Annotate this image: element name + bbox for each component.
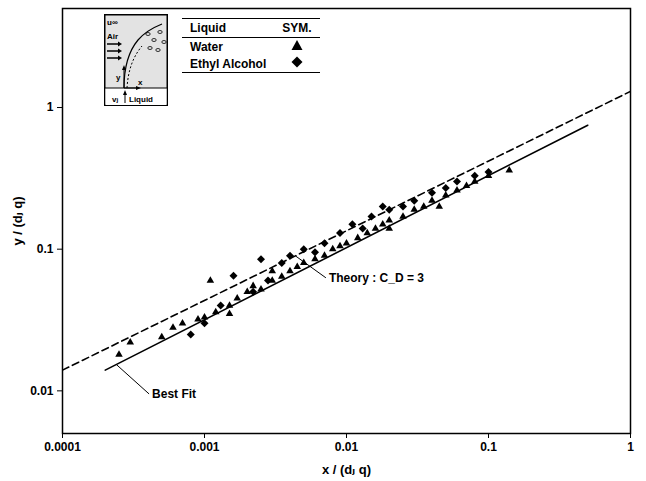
svg-text:Theory : C_D = 3: Theory : C_D = 3 (329, 271, 424, 285)
svg-text:0.01: 0.01 (30, 384, 54, 398)
html-text:Liquid: Liquid (190, 21, 226, 35)
svg-text:0.01: 0.01 (335, 440, 359, 454)
svg-text:x: x (138, 78, 143, 87)
svg-text:0.1: 0.1 (480, 440, 497, 454)
svg-text:0.0001: 0.0001 (44, 440, 81, 454)
html-text:SYM.: SYM. (282, 21, 312, 35)
svg-text:0.1: 0.1 (37, 242, 54, 256)
svg-text:x / (dⱼ q): x / (dⱼ q) (322, 462, 371, 477)
svg-text:vⱼ: vⱼ (112, 95, 118, 104)
svg-text:0.001: 0.001 (189, 440, 219, 454)
svg-text:1: 1 (47, 100, 54, 114)
svg-text:Best Fit: Best Fit (152, 387, 196, 401)
svg-text:y / (dⱼ q): y / (dⱼ q) (10, 196, 25, 245)
html-text:Ethyl Alcohol: Ethyl Alcohol (190, 56, 267, 71)
svg-text:y: y (116, 73, 121, 82)
svg-text:u∞: u∞ (107, 18, 118, 27)
html-text:Water: Water (190, 39, 223, 54)
svg-text:Air: Air (107, 32, 118, 41)
svg-text:1: 1 (627, 440, 634, 454)
svg-text:Liquid: Liquid (129, 95, 153, 104)
